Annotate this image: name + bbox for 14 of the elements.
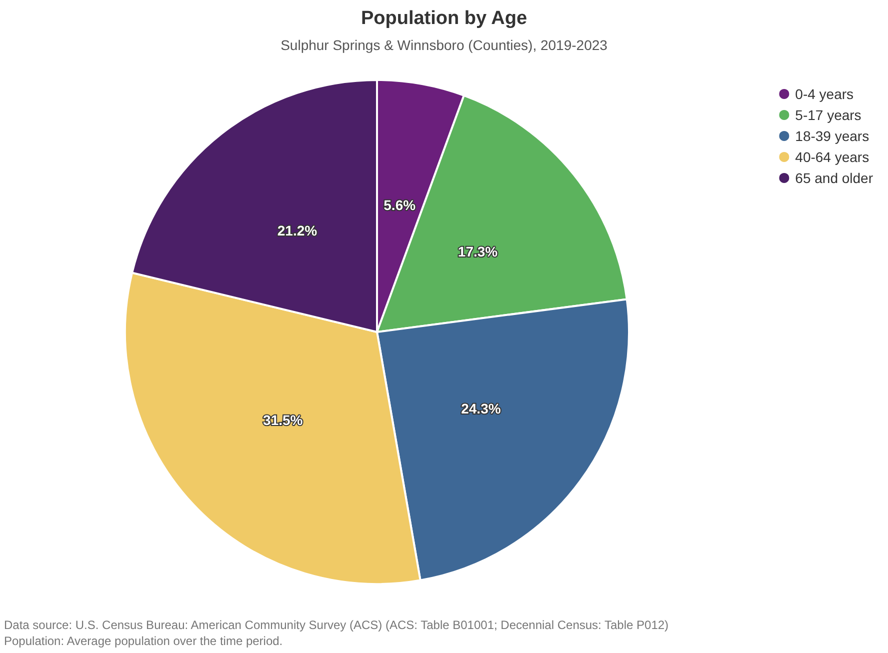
legend-label: 65 and older	[795, 170, 874, 186]
data-label: 21.2%	[277, 222, 318, 239]
source-note: Data source: U.S. Census Bureau: American Community Survey (ACS) (ACS: Table B01001; Decennial Census: Table P012)	[4, 618, 669, 632]
text: Population: Average population over the time period.	[4, 634, 283, 648]
legend-label: 40-64 years	[795, 149, 870, 165]
data-label: 17.3%	[458, 243, 498, 260]
legend-label: 0-4 years	[795, 86, 854, 102]
chart-title: Population by Age	[360, 8, 528, 29]
chart-subtitle: Sulphur Springs & Winnsboro (Counties), 2019-2023	[280, 37, 608, 53]
data-label: 5.6%	[384, 196, 416, 213]
legend-label: 5-17 years	[795, 107, 862, 123]
data-label: 31.5%	[263, 412, 304, 428]
data-label: 24.3%	[461, 400, 502, 416]
legend-label: 18-39 years	[795, 128, 870, 144]
